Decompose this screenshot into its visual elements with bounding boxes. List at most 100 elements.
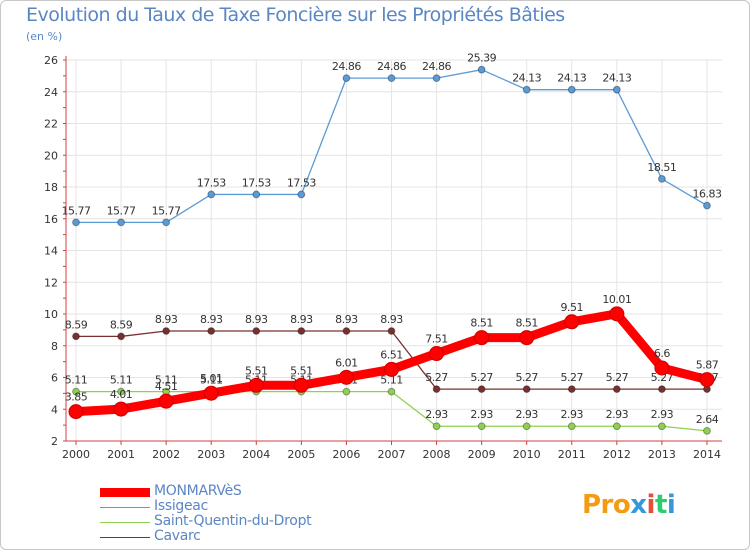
data-label-monmarv-s: 10.01	[602, 293, 631, 306]
y-tick-label: 2	[51, 435, 58, 448]
legend-swatch	[100, 522, 150, 523]
x-tick-label: 2012	[603, 448, 631, 461]
data-point-saint-quentin-du-dropt	[477, 422, 486, 431]
data-point-issigeac	[703, 201, 711, 210]
data-label-saint-quentin-du-dropt: 2.93	[515, 408, 538, 421]
x-tick-label: 2005	[287, 448, 315, 461]
data-point-monmarv-s	[654, 360, 670, 376]
data-label-saint-quentin-du-dropt: 2.64	[696, 413, 719, 426]
data-label-issigeac: 24.13	[512, 72, 541, 85]
data-label-monmarv-s: 4.01	[110, 388, 133, 401]
y-tick-label: 14	[44, 245, 58, 258]
data-label-monmarv-s: 5.51	[245, 364, 268, 377]
data-label-issigeac: 17.53	[197, 176, 226, 189]
data-point-monmarv-s	[113, 401, 129, 417]
x-tick-label: 2014	[693, 448, 721, 461]
data-point-cavarc	[297, 327, 306, 335]
data-point-issigeac	[162, 218, 171, 227]
data-label-issigeac: 16.83	[692, 188, 721, 201]
data-label-cavarc: 5.27	[515, 371, 538, 384]
data-label-monmarv-s: 6.51	[380, 348, 403, 361]
data-label-issigeac: 18.51	[647, 161, 676, 174]
proxiti-logo: Proxiti	[582, 490, 676, 520]
data-label-issigeac: 15.77	[62, 204, 91, 217]
data-label-saint-quentin-du-dropt: 5.11	[200, 374, 223, 387]
data-point-monmarv-s	[429, 346, 445, 362]
x-tick-label: 2000	[62, 448, 90, 461]
data-point-monmarv-s	[699, 372, 715, 388]
data-label-saint-quentin-du-dropt: 5.11	[155, 374, 178, 387]
data-label-issigeac: 24.86	[377, 60, 406, 73]
data-point-saint-quentin-du-dropt	[612, 422, 621, 431]
x-tick-label: 2004	[242, 448, 270, 461]
data-point-saint-quentin-du-dropt	[703, 426, 711, 435]
data-label-monmarv-s: 7.51	[425, 333, 448, 346]
data-label-monmarv-s: 8.51	[470, 317, 493, 330]
data-point-monmarv-s	[474, 330, 490, 346]
data-point-issigeac	[252, 190, 261, 199]
data-label-monmarv-s: 4.51	[155, 380, 178, 393]
data-label-saint-quentin-du-dropt: 2.93	[470, 408, 493, 421]
legend-label: Cavarc	[154, 528, 201, 544]
data-label-monmarv-s: 5.87	[696, 359, 719, 372]
x-tick-label: 2009	[468, 448, 496, 461]
data-point-monmarv-s	[519, 330, 535, 346]
data-point-issigeac	[522, 85, 531, 94]
data-point-cavarc	[522, 385, 531, 393]
data-point-monmarv-s	[338, 369, 354, 385]
data-label-cavarc: 8.93	[335, 313, 358, 326]
data-label-cavarc: 8.93	[155, 313, 178, 326]
legend-swatch	[100, 488, 150, 497]
data-label-cavarc: 8.59	[65, 318, 88, 331]
data-point-issigeac	[117, 218, 125, 227]
data-point-cavarc	[207, 327, 216, 335]
x-tick-label: 2010	[513, 448, 541, 461]
data-point-cavarc	[387, 327, 396, 335]
data-label-monmarv-s: 5.01	[200, 372, 223, 385]
data-point-monmarv-s	[158, 393, 174, 409]
data-label-issigeac: 17.53	[242, 176, 271, 189]
data-label-issigeac: 15.77	[107, 204, 136, 217]
data-label-issigeac: 24.13	[557, 72, 586, 85]
data-label-cavarc: 8.93	[290, 313, 313, 326]
data-point-issigeac	[432, 74, 441, 82]
data-label-saint-quentin-du-dropt: 2.93	[425, 408, 448, 421]
data-point-cavarc	[477, 385, 486, 393]
data-point-cavarc	[612, 385, 621, 393]
data-point-saint-quentin-du-dropt	[522, 422, 531, 431]
y-tick-label: 12	[44, 276, 58, 289]
legend-swatch	[100, 507, 150, 508]
x-tick-label: 2008	[423, 448, 451, 461]
legend-label: Saint-Quentin-du-Dropt	[154, 513, 312, 529]
data-point-cavarc	[658, 385, 666, 393]
data-point-issigeac	[567, 85, 576, 94]
data-point-issigeac	[72, 218, 80, 227]
y-tick-label: 20	[44, 149, 58, 162]
data-point-cavarc	[117, 332, 125, 341]
data-label-saint-quentin-du-dropt: 2.93	[561, 408, 584, 421]
y-tick-label: 10	[44, 308, 58, 321]
data-label-cavarc: 5.27	[561, 371, 584, 384]
data-label-monmarv-s: 9.51	[561, 301, 584, 314]
x-tick-label: 2002	[152, 448, 180, 461]
y-tick-label: 8	[51, 340, 58, 353]
data-point-saint-quentin-du-dropt	[342, 387, 351, 396]
data-label-cavarc: 5.27	[606, 371, 629, 384]
data-point-saint-quentin-du-dropt	[117, 387, 125, 396]
data-point-cavarc	[432, 385, 441, 393]
data-point-saint-quentin-du-dropt	[567, 422, 576, 431]
data-point-monmarv-s	[68, 404, 84, 420]
data-label-cavarc: 5.27	[651, 371, 674, 384]
data-label-issigeac: 24.13	[602, 72, 631, 85]
x-tick-label: 2013	[648, 448, 676, 461]
data-label-issigeac: 17.53	[287, 176, 316, 189]
data-point-issigeac	[477, 65, 486, 74]
y-tick-label: 6	[51, 372, 58, 385]
data-point-issigeac	[297, 190, 306, 199]
data-label-cavarc: 8.93	[380, 313, 403, 326]
data-label-cavarc: 5.27	[470, 371, 493, 384]
data-point-cavarc	[342, 327, 351, 335]
data-point-issigeac	[658, 175, 666, 183]
data-label-cavarc: 8.93	[245, 313, 268, 326]
